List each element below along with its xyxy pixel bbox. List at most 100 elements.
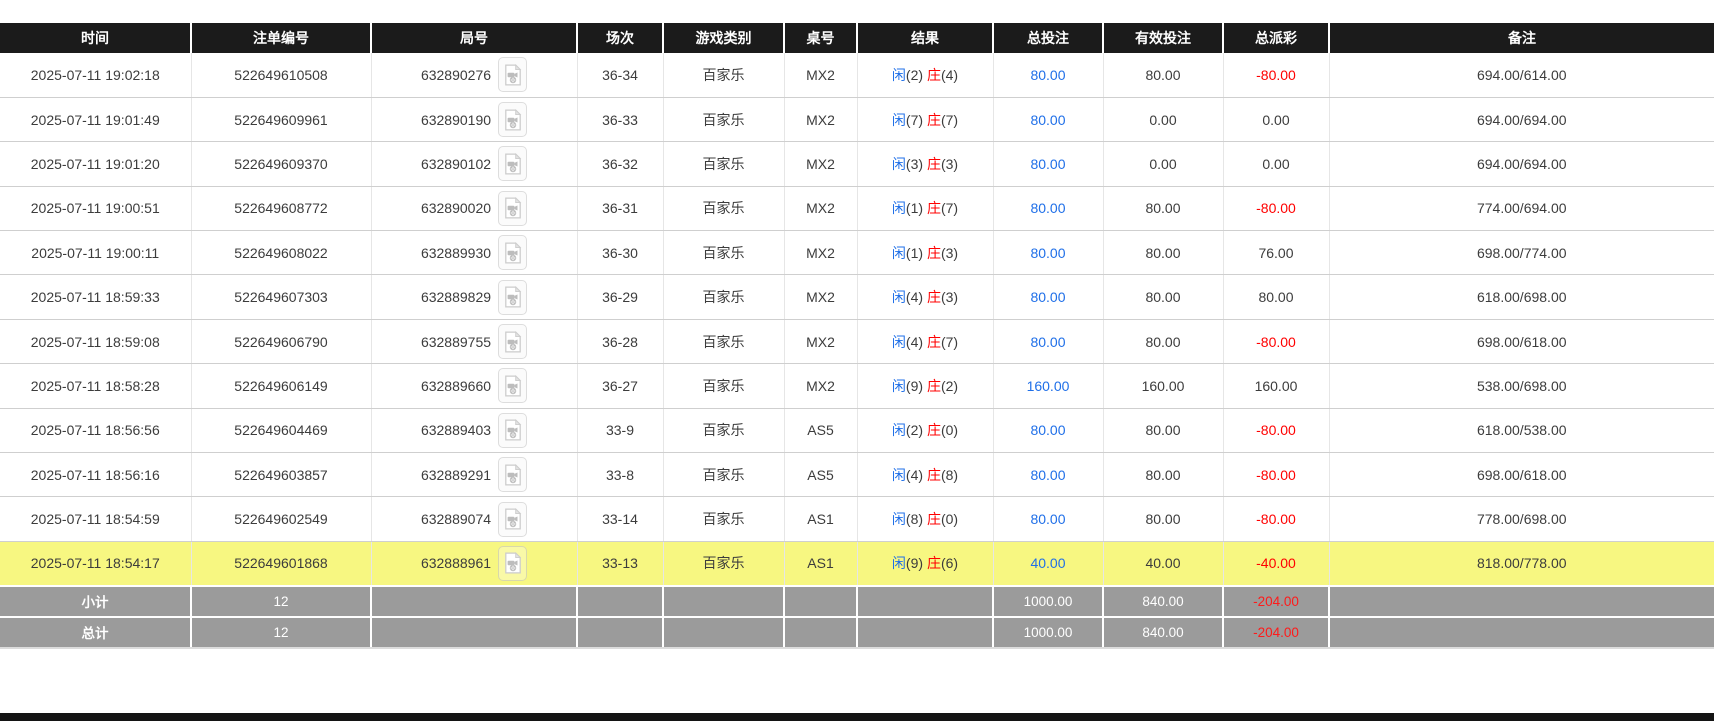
player-result-label: 闲 xyxy=(891,200,906,217)
video-replay-button[interactable] xyxy=(498,545,528,581)
summary-payout-cell: -204.00 xyxy=(1222,584,1329,617)
table-row[interactable]: 2025-07-11 18:54:59 522649602549 6328890… xyxy=(0,496,1714,542)
table-row[interactable]: 2025-07-11 18:59:33 522649607303 6328898… xyxy=(0,274,1714,320)
video-file-icon xyxy=(504,374,521,397)
valid-bet-cell: 80.00 xyxy=(1103,452,1224,498)
player-score: (4) xyxy=(905,289,924,306)
valid-bet-cell: 160.00 xyxy=(1103,363,1224,409)
video-replay-button[interactable] xyxy=(498,457,528,493)
time-cell: 2025-07-11 18:54:59 xyxy=(0,496,192,542)
video-replay-button[interactable] xyxy=(498,146,528,182)
player-result-label: 闲 xyxy=(891,244,906,261)
payout-cell: -80.00 xyxy=(1223,53,1330,98)
video-replay-button[interactable] xyxy=(498,412,528,448)
round-cell: 632888961 xyxy=(371,541,578,587)
round-cell: 632889660 xyxy=(371,363,578,409)
table-row[interactable]: 2025-07-11 19:01:49 522649609961 6328901… xyxy=(0,97,1714,143)
total-bet-cell: 80.00 xyxy=(993,496,1104,542)
total-bet-cell: 80.00 xyxy=(993,97,1104,143)
table-row[interactable]: 2025-07-11 18:56:56 522649604469 6328894… xyxy=(0,408,1714,454)
summary-total-bet-cell: 1000.00 xyxy=(992,615,1103,649)
table-row[interactable]: 2025-07-11 18:58:28 522649606149 6328896… xyxy=(0,363,1714,409)
column-header-payout: 总派彩 xyxy=(1222,23,1329,53)
banker-score: (7) xyxy=(940,200,959,217)
video-replay-button[interactable] xyxy=(498,368,528,404)
table-row[interactable]: 2025-07-11 19:00:51 522649608772 6328900… xyxy=(0,186,1714,232)
bet-id-cell: 522649606149 xyxy=(191,363,372,409)
player-score: (4) xyxy=(905,333,924,350)
round-number: 632889755 xyxy=(420,333,492,350)
column-header-bet-id: 注单编号 xyxy=(190,23,371,53)
banker-score: (3) xyxy=(940,155,959,172)
player-result-label: 闲 xyxy=(891,66,906,83)
bet-id-cell: 522649602549 xyxy=(191,496,372,542)
table-body: 2025-07-11 19:02:18 522649610508 6328902… xyxy=(0,53,1714,587)
banker-score: (7) xyxy=(940,333,959,350)
table-no-cell: MX2 xyxy=(784,319,858,365)
valid-bet-cell: 0.00 xyxy=(1103,97,1224,143)
table-row[interactable]: 2025-07-11 18:59:08 522649606790 6328897… xyxy=(0,319,1714,365)
time-cell: 2025-07-11 19:00:51 xyxy=(0,186,192,232)
total-bet-cell: 80.00 xyxy=(993,186,1104,232)
round-number: 632890276 xyxy=(420,66,492,83)
game-type-cell: 百家乐 xyxy=(663,230,785,276)
video-replay-button[interactable] xyxy=(498,324,528,360)
payout-cell: -80.00 xyxy=(1223,186,1330,232)
table-row[interactable]: 2025-07-11 19:02:18 522649610508 6328902… xyxy=(0,53,1714,98)
summary-valid-bet-cell: 840.00 xyxy=(1102,615,1223,649)
table-row[interactable]: 2025-07-11 18:56:16 522649603857 6328892… xyxy=(0,452,1714,498)
table-no-cell: MX2 xyxy=(784,363,858,409)
round-cell: 632890190 xyxy=(371,97,578,143)
summary-row: 总计 12 1000.00 840.00 -204.00 xyxy=(0,615,1714,649)
video-replay-button[interactable] xyxy=(498,501,528,537)
remark-cell: 694.00/694.00 xyxy=(1329,97,1714,143)
round-number: 632889930 xyxy=(420,244,492,261)
banker-result-label: 庄 xyxy=(926,555,941,572)
valid-bet-cell: 80.00 xyxy=(1103,408,1224,454)
table-row[interactable]: 2025-07-11 19:01:20 522649609370 6328901… xyxy=(0,141,1714,187)
round-cell: 632889829 xyxy=(371,274,578,320)
banker-result-label: 庄 xyxy=(926,466,941,483)
table-no-cell: MX2 xyxy=(784,53,858,98)
total-bet-cell: 80.00 xyxy=(993,408,1104,454)
round-cell: 632890276 xyxy=(371,53,578,98)
round-cell: 632889403 xyxy=(371,408,578,454)
video-replay-button[interactable] xyxy=(498,235,528,271)
video-replay-button[interactable] xyxy=(498,102,528,138)
session-cell: 36-28 xyxy=(577,319,664,365)
table-no-cell: AS5 xyxy=(784,408,858,454)
valid-bet-cell: 80.00 xyxy=(1103,274,1224,320)
video-replay-button[interactable] xyxy=(498,279,528,315)
banker-score: (7) xyxy=(940,111,959,128)
result-cell: 闲(2) 庄(4) xyxy=(857,53,994,98)
summary-label-cell: 总计 xyxy=(0,615,191,649)
column-header-valid-bet: 有效投注 xyxy=(1102,23,1223,53)
table-row[interactable]: 2025-07-11 18:54:17 522649601868 6328889… xyxy=(0,541,1714,587)
payout-cell: 80.00 xyxy=(1223,274,1330,320)
column-header-session: 场次 xyxy=(576,23,663,53)
video-replay-button[interactable] xyxy=(498,190,528,226)
banker-score: (3) xyxy=(940,244,959,261)
bottom-bar xyxy=(0,713,1714,721)
table-row[interactable]: 2025-07-11 19:00:11 522649608022 6328899… xyxy=(0,230,1714,276)
video-file-icon xyxy=(504,330,521,353)
time-cell: 2025-07-11 19:01:20 xyxy=(0,141,192,187)
table-no-cell: MX2 xyxy=(784,97,858,143)
time-cell: 2025-07-11 18:59:08 xyxy=(0,319,192,365)
banker-result-label: 庄 xyxy=(926,511,941,528)
banker-score: (0) xyxy=(940,511,959,528)
game-type-cell: 百家乐 xyxy=(663,541,785,587)
bet-id-cell: 522649608022 xyxy=(191,230,372,276)
banker-result-label: 庄 xyxy=(926,333,941,350)
session-cell: 36-34 xyxy=(577,53,664,98)
summary-row: 小计 12 1000.00 840.00 -204.00 xyxy=(0,584,1714,617)
banker-result-label: 庄 xyxy=(926,244,941,261)
time-cell: 2025-07-11 18:59:33 xyxy=(0,274,192,320)
summary-empty-cell xyxy=(856,615,993,649)
round-number: 632889403 xyxy=(420,422,492,439)
result-cell: 闲(1) 庄(3) xyxy=(857,230,994,276)
remark-cell: 778.00/698.00 xyxy=(1329,496,1714,542)
video-replay-button[interactable] xyxy=(498,57,528,93)
player-result-label: 闲 xyxy=(891,466,906,483)
video-file-icon xyxy=(504,63,521,86)
